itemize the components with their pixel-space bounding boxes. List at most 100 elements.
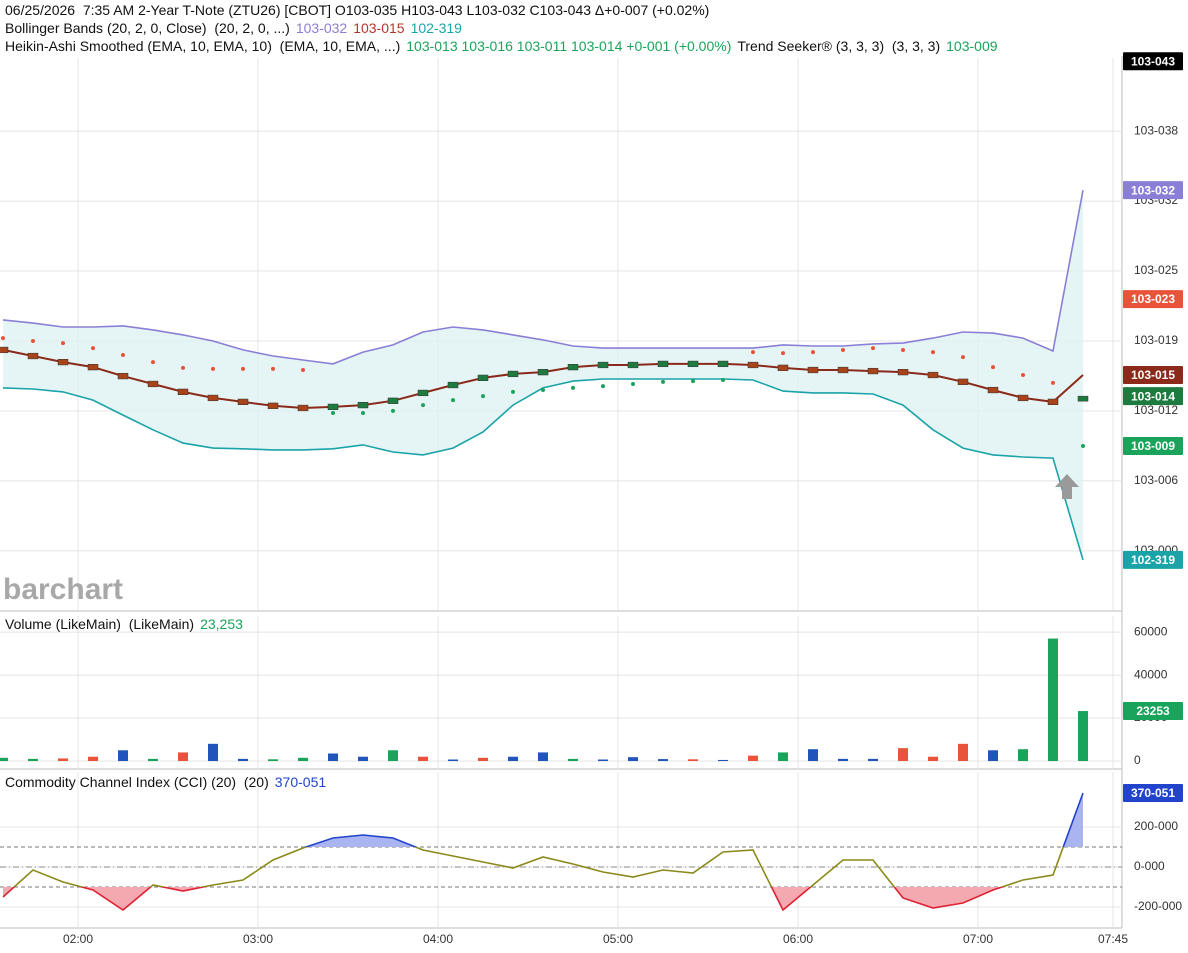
price-label-box bbox=[1123, 366, 1183, 385]
candle-body bbox=[447, 381, 459, 389]
pane-value: 370-051 bbox=[275, 774, 327, 790]
candle-body bbox=[0, 346, 9, 354]
volume-bar bbox=[418, 756, 428, 762]
volume-bar bbox=[808, 749, 818, 762]
y-tick-label: 103-025 bbox=[1134, 263, 1178, 277]
cci-fill-under bbox=[3, 887, 1083, 910]
candle-body bbox=[747, 361, 759, 369]
volume-bar bbox=[748, 755, 758, 762]
y-tick-label: 0 bbox=[1134, 753, 1141, 767]
trend-seeker-dot bbox=[631, 381, 635, 386]
candle-body bbox=[237, 398, 249, 405]
candle-body bbox=[417, 389, 429, 397]
pane-title-text: Volume (LikeMain) (LikeMain) bbox=[5, 616, 194, 632]
trend-seeker-dot bbox=[61, 341, 65, 346]
volume-bar bbox=[628, 757, 638, 762]
volume-bar bbox=[508, 756, 518, 762]
trend-seeker-dot bbox=[601, 384, 605, 389]
trend-seeker-dot bbox=[361, 410, 365, 415]
candle-body bbox=[147, 380, 159, 388]
volume-bar bbox=[388, 750, 398, 762]
price-label-box bbox=[1123, 702, 1183, 721]
volume-bar bbox=[148, 758, 158, 762]
x-tick-label: 03:00 bbox=[243, 932, 273, 946]
y-tick-label: 103-038 bbox=[1134, 123, 1178, 137]
header-text: 06/25/2026 7:35 AM 2-Year T-Note (ZTU26)… bbox=[5, 2, 709, 18]
volume-bar bbox=[778, 752, 788, 762]
bollinger-upper bbox=[2, 190, 1084, 365]
trend-seeker-dot bbox=[121, 352, 125, 357]
trend-seeker-dot bbox=[961, 355, 965, 360]
candle-body bbox=[867, 367, 879, 375]
volume-bar bbox=[448, 759, 458, 762]
price-label: 103-023 bbox=[1131, 292, 1175, 306]
header-text: Heikin-Ashi Smoothed (EMA, 10, EMA, 10) … bbox=[5, 38, 400, 54]
volume-bar bbox=[718, 759, 728, 762]
trend-seeker-dot bbox=[991, 365, 995, 370]
x-tick-label: 02:00 bbox=[63, 932, 93, 946]
pane-title-text: Commodity Channel Index (CCI) (20) (20) bbox=[5, 774, 269, 790]
volume-bar bbox=[238, 758, 248, 762]
volume-bar bbox=[988, 750, 998, 762]
trend-seeker-dot bbox=[421, 403, 425, 408]
volume-bar bbox=[658, 759, 668, 762]
volume-bar bbox=[688, 759, 698, 762]
volume-bar bbox=[568, 758, 578, 762]
header-text: 103-013 103-016 103-011 103-014 +0-001 (… bbox=[406, 38, 731, 54]
y-tick-label: 60000 bbox=[1134, 624, 1168, 638]
y-tick-label: -200-000 bbox=[1134, 899, 1182, 913]
header-line: 06/25/2026 7:35 AM 2-Year T-Note (ZTU26)… bbox=[5, 2, 709, 18]
price-label-box bbox=[1123, 181, 1183, 200]
trend-seeker-dot bbox=[451, 398, 455, 403]
header-text: Bollinger Bands (20, 2, 0, Close) (20, 2… bbox=[5, 20, 290, 36]
candle-body bbox=[87, 364, 99, 371]
candle-body bbox=[177, 388, 189, 395]
pane-title: Commodity Channel Index (CCI) (20) (20) 3… bbox=[5, 774, 326, 790]
volume-bar bbox=[178, 752, 188, 762]
volume-bar bbox=[358, 756, 368, 762]
candle-body bbox=[27, 352, 39, 360]
trend-seeker-dot bbox=[721, 378, 725, 383]
trend-seeker-dot bbox=[331, 410, 335, 415]
candle-body bbox=[1017, 394, 1029, 402]
candle-body bbox=[357, 401, 369, 409]
trend-seeker-dot bbox=[691, 379, 695, 384]
candle-body bbox=[1047, 398, 1059, 405]
header-text: Trend Seeker® (3, 3, 3) (3, 3, 3) bbox=[737, 38, 940, 54]
candle-body bbox=[627, 361, 639, 369]
volume-bar bbox=[118, 750, 128, 762]
candle-body bbox=[327, 403, 339, 411]
candle-body bbox=[477, 374, 489, 381]
price-label-box bbox=[1123, 436, 1183, 455]
header-line: Bollinger Bands (20, 2, 0, Close) (20, 2… bbox=[5, 20, 462, 36]
volume-bar bbox=[88, 756, 98, 762]
trend-seeker-dot bbox=[241, 366, 245, 371]
trend-seeker-dot bbox=[181, 365, 185, 370]
candle-body bbox=[597, 361, 609, 369]
candle-body bbox=[537, 369, 549, 376]
volume-bar bbox=[898, 748, 908, 762]
candle-body bbox=[657, 360, 669, 368]
volume-bar bbox=[478, 757, 488, 762]
y-tick-label: 200-000 bbox=[1134, 819, 1178, 833]
bollinger-lower bbox=[2, 378, 1084, 561]
candle-body bbox=[57, 359, 69, 366]
price-label: 370-051 bbox=[1131, 786, 1175, 800]
volume-bar bbox=[328, 753, 338, 762]
trend-seeker-dot bbox=[901, 347, 905, 352]
signal-arrow bbox=[1055, 474, 1079, 499]
header-text: 103-032 bbox=[296, 20, 348, 36]
x-tick-label: 07:00 bbox=[963, 932, 993, 946]
volume-bar bbox=[868, 758, 878, 762]
price-label: 103-009 bbox=[1131, 439, 1175, 453]
trend-seeker-dot bbox=[811, 350, 815, 355]
price-label-box bbox=[1123, 387, 1183, 406]
volume-bar bbox=[208, 743, 218, 762]
candle-body bbox=[717, 360, 729, 368]
price-label-box bbox=[1123, 550, 1183, 569]
price-label: 23253 bbox=[1136, 704, 1170, 718]
trend-seeker-dot bbox=[31, 338, 35, 343]
y-tick-label: 0-000 bbox=[1134, 859, 1165, 873]
